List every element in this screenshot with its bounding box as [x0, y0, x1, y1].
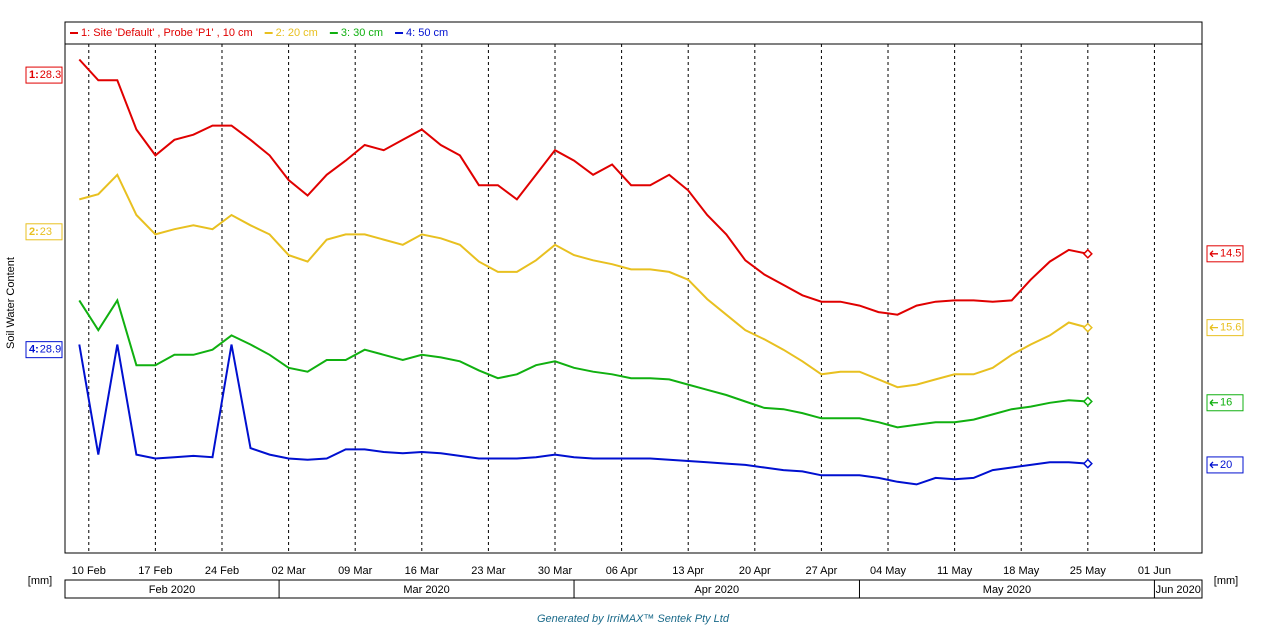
start-label-box	[25, 223, 63, 241]
month-label: Jun 2020	[1156, 584, 1201, 596]
series-line	[79, 173, 1089, 389]
x-tick-label: 02 Mar	[271, 565, 306, 577]
end-label: 20	[1220, 459, 1232, 471]
x-tick-label: 01 Jun	[1138, 565, 1171, 577]
x-tick-label: 17 Feb	[138, 565, 172, 577]
x-tick-label: 16 Mar	[405, 565, 440, 577]
unit-left: [mm]	[28, 575, 52, 587]
end-label-box	[1206, 245, 1244, 263]
end-arrow	[1209, 399, 1218, 407]
start-label-box	[25, 341, 63, 359]
end-arrow	[1209, 324, 1218, 332]
month-label: Mar 2020	[403, 584, 449, 596]
end-label-box	[1206, 394, 1244, 412]
end-arrow	[1209, 250, 1218, 258]
start-marker: 4:	[29, 344, 39, 356]
series-line	[78, 58, 1089, 316]
series-line	[78, 344, 1088, 486]
end-arrow	[1209, 461, 1218, 469]
start-label: 2:23	[29, 226, 52, 238]
x-tick-label: 10 Feb	[72, 565, 106, 577]
x-tick-label: 11 May	[937, 565, 973, 577]
end-label: 14.5	[1220, 248, 1241, 260]
footer: Generated by IrriMAX™ Sentek Pty Ltd	[537, 613, 730, 625]
end-marker	[1082, 458, 1093, 469]
plot-area	[64, 43, 1203, 554]
end-label-box	[1206, 319, 1244, 337]
start-label: 4:28.9	[29, 344, 61, 356]
end-marker	[1082, 248, 1093, 259]
series-line	[78, 298, 1088, 429]
x-tick-label: 27 Apr	[806, 565, 838, 577]
end-label-box	[1206, 456, 1244, 474]
end-label: 15.6	[1220, 322, 1241, 334]
x-tick-label: 04 May	[870, 565, 907, 577]
legend-label: 2: 20 cm	[276, 27, 318, 39]
end-marker	[1082, 396, 1093, 407]
x-tick-label: 18 May	[1003, 565, 1040, 577]
start-marker: 2:	[29, 226, 39, 238]
x-tick-label: 20 Apr	[739, 565, 771, 577]
start-value: 28.9	[40, 344, 61, 356]
month-row	[64, 579, 1203, 599]
x-tick-label: 24 Feb	[205, 565, 239, 577]
legend-label: 3: 30 cm	[341, 27, 383, 39]
y-title: Soil Water Content	[5, 257, 17, 349]
x-tick-label: 09 Mar	[338, 565, 373, 577]
month-label: Feb 2020	[149, 584, 195, 596]
start-label-box	[25, 66, 63, 84]
legend-label: 1: Site 'Default' , Probe 'P1' , 10 cm	[81, 27, 253, 39]
start-label: 1:28.3	[29, 69, 61, 81]
x-tick-label: 25 May	[1070, 565, 1107, 577]
start-value: 23	[40, 226, 52, 238]
month-label: May 2020	[983, 584, 1031, 596]
x-tick-label: 13 Apr	[672, 565, 704, 577]
month-label: Apr 2020	[694, 584, 739, 596]
start-value: 28.3	[40, 69, 61, 81]
end-label: 16	[1220, 397, 1232, 409]
legend-label: 4: 50 cm	[406, 27, 448, 39]
x-tick-label: 06 Apr	[606, 565, 638, 577]
unit-right: [mm]	[1214, 575, 1238, 587]
start-marker: 1:	[29, 69, 39, 81]
end-marker	[1082, 322, 1093, 333]
x-tick-label: 30 Mar	[538, 565, 573, 577]
x-tick-label: 23 Mar	[471, 565, 506, 577]
